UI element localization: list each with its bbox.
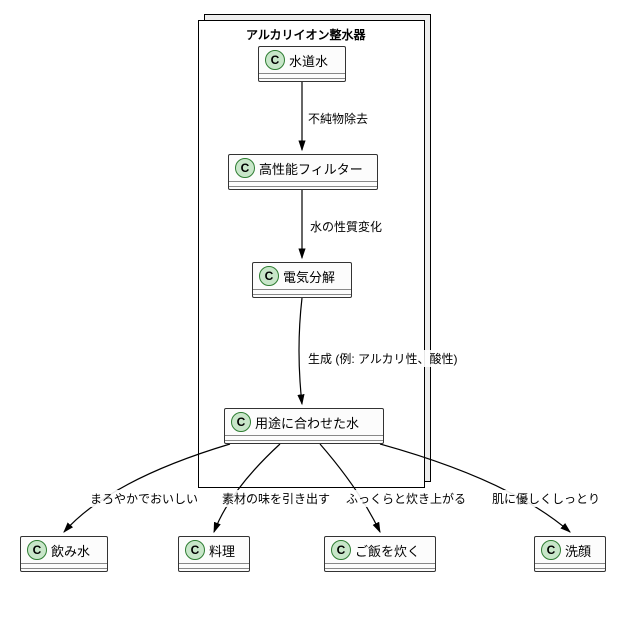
edge-label-e1: 不純物除去 — [306, 110, 370, 127]
edge-label-e2: 水の性質変化 — [308, 218, 384, 235]
class-node-n2: C高性能フィルター — [228, 154, 378, 190]
edge-label-e3: 生成 (例: アルカリ性、酸性) — [306, 350, 460, 367]
class-icon: C — [331, 540, 351, 560]
class-icon: C — [259, 266, 279, 286]
edge-label-e6: ふっくらと炊き上がる — [344, 490, 468, 507]
node-label: 電気分解 — [283, 267, 335, 286]
class-node-n4: C用途に合わせた水 — [224, 408, 384, 444]
edge-label-e7: 肌に優しくしっとり — [490, 490, 602, 507]
class-node-n3: C電気分解 — [252, 262, 352, 298]
class-icon: C — [235, 158, 255, 178]
node-label: 飲み水 — [51, 541, 90, 560]
node-label: 洗顔 — [565, 541, 591, 560]
package-title: アルカリイオン整水器 — [246, 26, 366, 43]
class-icon: C — [265, 50, 285, 70]
class-node-n8: C洗顔 — [534, 536, 606, 572]
class-node-n1: C水道水 — [258, 46, 346, 82]
class-node-n5: C飲み水 — [20, 536, 108, 572]
class-icon: C — [231, 412, 251, 432]
class-node-n6: C料理 — [178, 536, 250, 572]
class-icon: C — [541, 540, 561, 560]
edge-label-e4: まろやかでおいしい — [88, 490, 200, 507]
edge-label-e5: 素材の味を引き出す — [220, 490, 332, 507]
node-label: 水道水 — [289, 51, 328, 70]
class-node-n7: Cご飯を炊く — [324, 536, 436, 572]
class-icon: C — [185, 540, 205, 560]
diagram-canvas: アルカリイオン整水器 C水道水C高性能フィルターC電気分解C用途に合わせた水C飲… — [10, 10, 619, 609]
class-icon: C — [27, 540, 47, 560]
node-label: 用途に合わせた水 — [255, 413, 359, 432]
node-label: 高性能フィルター — [259, 159, 363, 178]
node-label: 料理 — [209, 541, 235, 560]
node-label: ご飯を炊く — [355, 541, 420, 560]
